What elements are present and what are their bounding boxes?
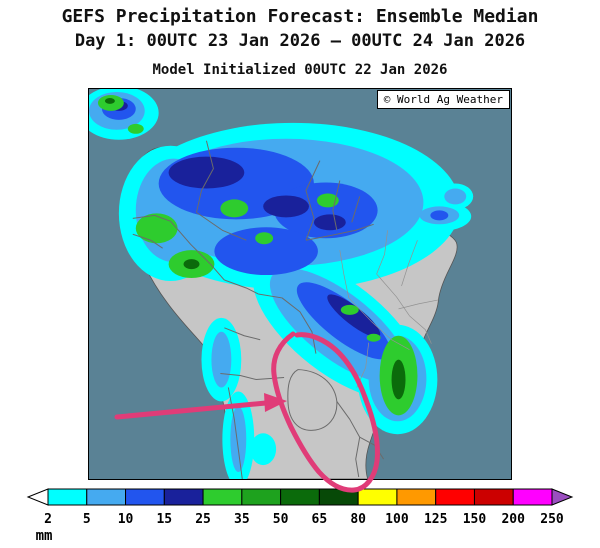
legend-segment: [473, 488, 514, 506]
legend-tick-label: 5: [83, 512, 91, 527]
legend-tick-label: 65: [312, 512, 328, 527]
legend-segment: [47, 488, 88, 506]
legend-under-arrow: [26, 488, 49, 506]
figure-title: GEFS Precipitation Forecast: Ensemble Me…: [61, 6, 539, 27]
legend-tick-label: 150: [463, 512, 487, 527]
legend-tick-label: 35: [234, 512, 250, 527]
legend-tick-label: 50: [273, 512, 289, 527]
legend-tick-label: 125: [424, 512, 447, 527]
legend-tick-label: 2: [44, 512, 52, 527]
legend-unit-label: mm: [36, 528, 53, 544]
legend-segment: [241, 488, 282, 506]
legend: 2 5 10 15 25 35 50 65 80 100 125 150 200 250 mm: [26, 486, 574, 544]
legend-segment: [202, 488, 243, 506]
legend-segment: [512, 488, 553, 506]
legend-tick-label: 15: [156, 512, 172, 527]
legend-segment: [318, 488, 359, 506]
legend-tick-label: 250: [540, 512, 564, 527]
legend-segment: [125, 488, 165, 506]
legend-tick-label: 200: [501, 512, 525, 527]
legend-tick-label: 25: [195, 512, 211, 527]
legend-segment: [357, 488, 398, 506]
figure-subtitle: Day 1: 00UTC 23 Jan 2026 — 00UTC 24 Jan …: [74, 31, 526, 51]
legend-segment: [280, 488, 320, 506]
legend-tick-label: 10: [118, 512, 134, 527]
legend-segment: [86, 488, 127, 506]
map-canvas: [89, 89, 511, 479]
legend-tick-label: 80: [350, 512, 366, 527]
precip-map: © World Ag Weather: [88, 88, 512, 480]
legend-segment: [163, 488, 204, 506]
legend-over-arrow: [551, 488, 574, 506]
model-init-line: Model Initialized 00UTC 22 Jan 2026: [152, 62, 448, 78]
legend-tick-label: 100: [385, 512, 409, 527]
legend-segment: [396, 488, 437, 506]
legend-segment: [435, 488, 475, 506]
copyright-badge: © World Ag Weather: [376, 90, 510, 109]
precip-layer-50mm: [104, 97, 406, 400]
